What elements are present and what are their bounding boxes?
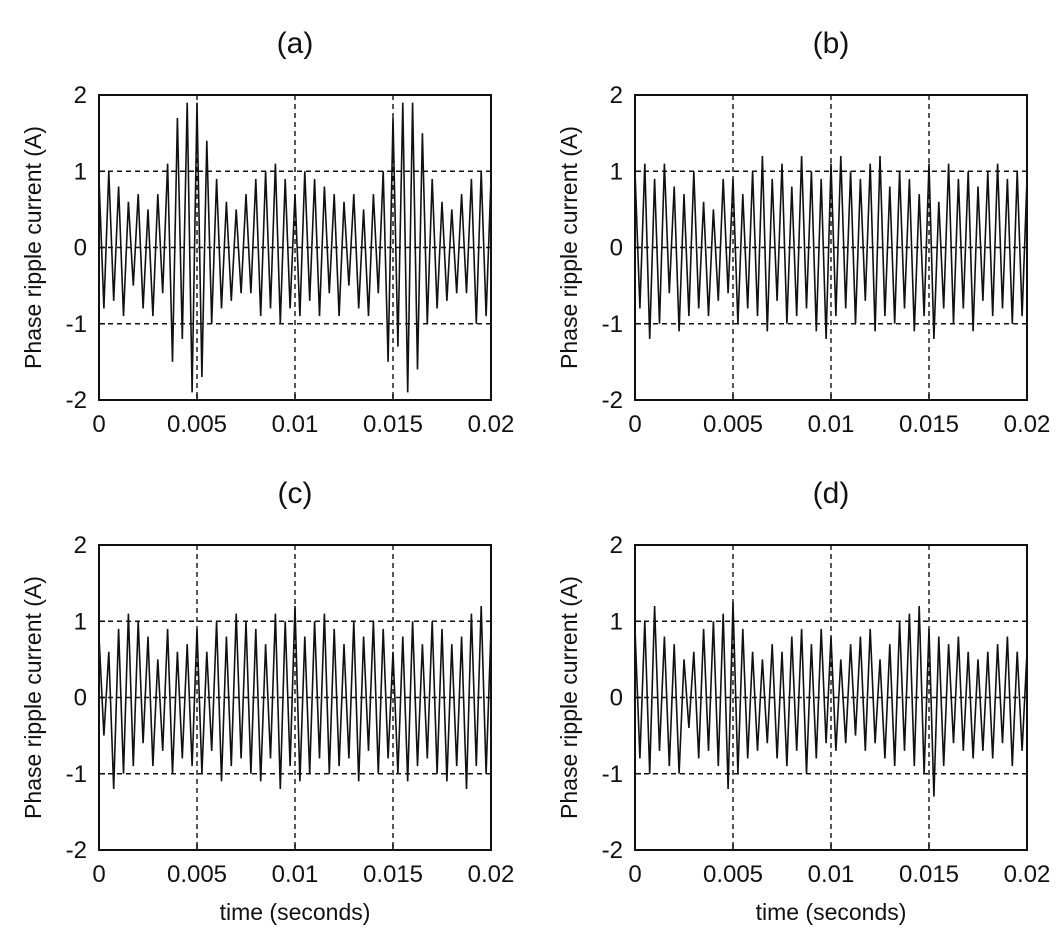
y-tick-label: 1: [74, 608, 87, 635]
series-line: [98, 605, 492, 790]
series-line: [634, 155, 1028, 340]
chart-title: (d): [813, 477, 850, 510]
y-tick-label: -1: [66, 761, 87, 788]
series-line: [98, 102, 492, 393]
y-axis-label: Phase ripple current (A): [556, 126, 582, 369]
y-tick-label: 2: [74, 532, 87, 559]
chart-title: (b): [813, 27, 850, 60]
x-tick-label: 0: [92, 861, 105, 888]
chart-panel-2: (c) 0 0.005 0.01 0.015 0.02 -2 -1 0 1 2 Phase rippl…: [20, 477, 514, 925]
y-tick-label: 0: [74, 235, 87, 262]
y-tick-label: -2: [602, 837, 623, 864]
x-tick-label: 0.02: [468, 411, 515, 438]
x-tick-label: 0.02: [468, 861, 515, 888]
y-tick-label: 1: [610, 158, 623, 185]
x-tick-label: 0.005: [703, 411, 763, 438]
x-tick-label: 0.005: [167, 411, 227, 438]
y-tick-label: -2: [602, 387, 623, 414]
x-tick-label: 0.015: [899, 411, 959, 438]
y-tick-label: -1: [602, 311, 623, 338]
y-axis-label: Phase ripple current (A): [20, 126, 46, 369]
x-tick-label: 0.02: [1004, 411, 1051, 438]
chart-title: (a): [277, 27, 314, 60]
chart-title: (c): [278, 477, 313, 510]
y-tick-label: -2: [66, 837, 87, 864]
chart-panel-0: (a) 0 0.005 0.01 0.015 0.02 -2 -1 0 1 2 Phase rippl…: [20, 27, 514, 438]
x-tick-label: 0.01: [808, 411, 855, 438]
y-axis-label: Phase ripple current (A): [20, 576, 46, 819]
x-tick-label: 0: [628, 411, 641, 438]
x-tick-label: 0.01: [272, 411, 319, 438]
y-tick-label: -1: [602, 761, 623, 788]
chart-panel-3: (d) 0 0.005 0.01 0.015 0.02 -2 -1 0 1 2 Phase rippl…: [556, 477, 1050, 925]
x-tick-label: 0.02: [1004, 861, 1051, 888]
x-tick-label: 0.015: [363, 411, 423, 438]
y-tick-label: 1: [74, 158, 87, 185]
x-tick-label: 0: [628, 861, 641, 888]
x-tick-label: 0.01: [272, 861, 319, 888]
x-tick-label: 0: [92, 411, 105, 438]
y-tick-label: 2: [610, 532, 623, 559]
y-tick-label: 2: [74, 82, 87, 109]
chart-panel-1: (b) 0 0.005 0.01 0.015 0.02 -2 -1 0 1 2 Phase rippl…: [556, 27, 1050, 438]
y-tick-label: 0: [74, 685, 87, 712]
x-tick-label: 0.005: [703, 861, 763, 888]
series-line: [634, 602, 1028, 797]
x-axis-label: time (seconds): [756, 899, 907, 925]
x-axis-label: time (seconds): [220, 899, 371, 925]
x-tick-label: 0.015: [363, 861, 423, 888]
y-tick-label: 1: [610, 608, 623, 635]
y-tick-label: -2: [66, 387, 87, 414]
y-tick-label: 2: [610, 82, 623, 109]
y-tick-label: 0: [610, 235, 623, 262]
x-tick-label: 0.005: [167, 861, 227, 888]
y-tick-label: 0: [610, 685, 623, 712]
y-axis-label: Phase ripple current (A): [556, 576, 582, 819]
y-tick-label: -1: [66, 311, 87, 338]
x-tick-label: 0.015: [899, 861, 959, 888]
x-tick-label: 0.01: [808, 861, 855, 888]
